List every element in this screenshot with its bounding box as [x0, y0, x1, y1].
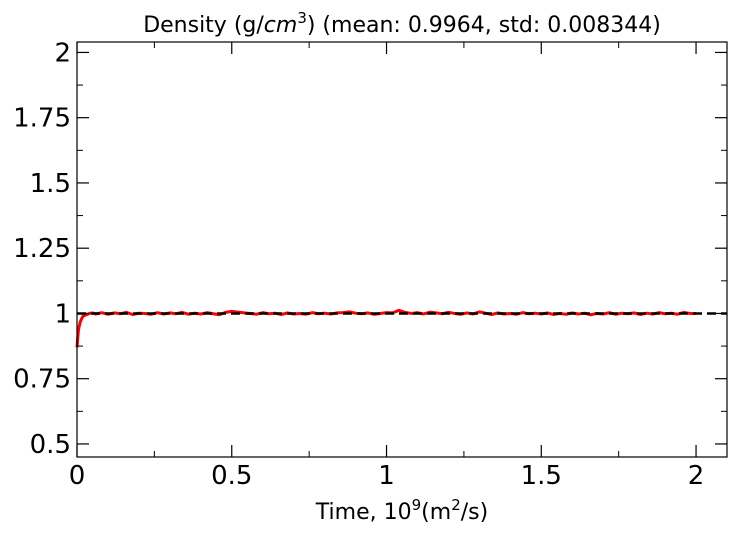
y-tick-label: 2: [54, 38, 71, 68]
xlabel-unit-exp: 2: [451, 496, 461, 514]
y-tick-label: 0.75: [13, 365, 71, 395]
plot-frame: [76, 41, 728, 458]
xlabel-unit-b: /s): [461, 500, 488, 525]
x-tick-label: 1: [378, 461, 395, 491]
xlabel-main: Time, 10: [315, 500, 412, 525]
x-axis-label: Time, 109(m2/s): [315, 496, 488, 525]
y-tick-label: 0.5: [30, 430, 71, 460]
y-tick-label: 1.75: [13, 104, 71, 134]
title-main: Density (g/: [143, 13, 264, 38]
plot-content: [75, 308, 727, 348]
x-tick-label: 0: [69, 461, 86, 491]
x-tick-label: 0.5: [211, 461, 252, 491]
y-tick-label: 1.25: [13, 234, 71, 264]
x-tick-label: 1.5: [521, 461, 562, 491]
title-unit-exp: 3: [297, 9, 307, 27]
series-line-0: [75, 308, 697, 348]
y-tick-label: 1: [54, 299, 71, 329]
chart-title: Density (g/cm3) (mean: 0.9964, std: 0.00…: [143, 9, 661, 38]
xlabel-exp: 9: [412, 496, 422, 514]
xlabel-unit-a: (m: [421, 500, 451, 525]
title-unit-var: cm: [264, 13, 298, 38]
title-stats: ) (mean: 0.9964, std: 0.008344): [307, 13, 661, 38]
y-tick-label: 1.5: [30, 169, 71, 199]
x-tick-label: 2: [688, 461, 705, 491]
